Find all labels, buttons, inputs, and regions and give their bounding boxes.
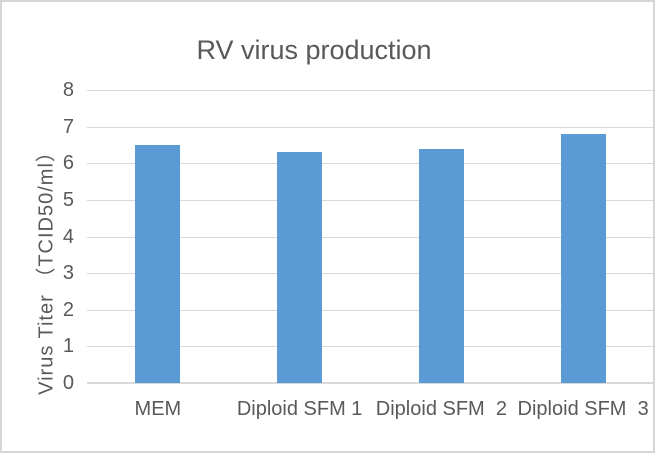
y-tick-label: 2 <box>62 298 74 321</box>
y-tick-label: 0 <box>62 372 74 394</box>
y-tick-label: 3 <box>62 262 74 285</box>
plot-area <box>87 90 653 384</box>
y-tick-label: 7 <box>62 115 74 138</box>
chart-title: RV virus production <box>196 35 432 65</box>
gridline <box>87 346 653 348</box>
gridline <box>87 126 653 128</box>
gridline <box>87 199 653 201</box>
bar-diploid-sfm-2 <box>418 148 464 383</box>
y-tick-label: 4 <box>62 225 74 248</box>
bar-mem <box>135 144 181 383</box>
y-tick-label: 5 <box>62 188 74 211</box>
x-axis-label: Diploid SFM 2 <box>375 398 507 420</box>
x-axis-label: MEM <box>134 398 182 420</box>
y-tick-label: 6 <box>62 152 74 175</box>
gridline <box>87 236 653 238</box>
bar-diploid-sfm-3 <box>560 133 606 383</box>
gridline <box>87 273 653 275</box>
y-tick-label: 8 <box>62 79 74 101</box>
bar-diploid-sfm-1 <box>277 152 323 383</box>
x-axis-label: Diploid SFM 3 <box>517 398 649 420</box>
gridline <box>87 382 653 384</box>
gridline <box>87 309 653 311</box>
gridline <box>87 163 653 165</box>
y-tick-label: 1 <box>62 335 74 358</box>
gridline <box>87 90 653 91</box>
x-axis-label: Diploid SFM 1 <box>236 398 363 420</box>
